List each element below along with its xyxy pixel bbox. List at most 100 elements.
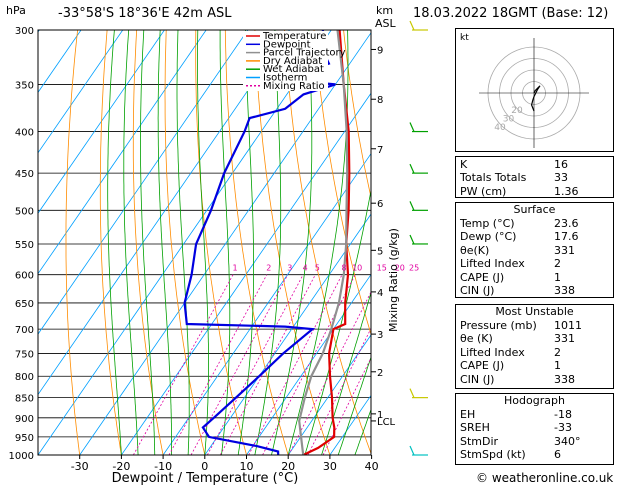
x-tick-label: 40: [365, 460, 379, 473]
x-axis-label: Dewpoint / Temperature (°C): [112, 471, 299, 486]
legend-label: Dry Adiabat: [263, 56, 322, 67]
mixing-ratio-line: [207, 274, 304, 455]
surface-row: CAPE (J) 1: [456, 271, 613, 284]
surface-value: 2: [554, 257, 561, 271]
hpa-label: hPa: [6, 4, 26, 17]
index-label: K: [460, 158, 468, 171]
km-tick-label: 6: [377, 199, 383, 210]
most-unstable-row: Pressure (mb) 1011: [456, 319, 613, 332]
wind-barb: [409, 234, 415, 245]
most-unstable-label: Pressure (mb): [460, 319, 537, 332]
dry-adiabat-line: [313, 30, 371, 336]
surface-label: CIN (J): [460, 283, 495, 297]
mixing-ratio-label: 4: [303, 264, 308, 273]
hodograph-stat-row: StmDir 340°: [456, 435, 613, 448]
surface-label: θe(K): [460, 243, 490, 257]
isotherm-line: [38, 30, 165, 214]
pressure-tick-label: 700: [15, 325, 34, 336]
index-row: Totals Totals 33: [456, 171, 613, 184]
most-unstable-value: 1: [554, 359, 561, 373]
pressure-tick-label: 1000: [9, 451, 34, 462]
wind-barb: [409, 388, 415, 398]
mixing-ratio-label: 20: [395, 264, 405, 273]
dry-adiabat-line: [224, 30, 289, 455]
mixing-ratio-line: [248, 274, 343, 455]
wet-adiabat-line: [140, 30, 156, 455]
wet-adiabat-line: [337, 356, 371, 455]
most-unstable-label: Lifted Index: [460, 345, 525, 359]
surface-title: Surface: [513, 203, 556, 216]
wet-adiabat-line: [107, 30, 122, 455]
mixing-ratio-label: 8: [341, 264, 346, 273]
pressure-tick-label: 450: [15, 169, 34, 180]
surface-row: Temp (°C) 23.6: [456, 217, 613, 230]
most-unstable-row: CAPE (J) 1: [456, 359, 613, 372]
dry-adiabat-line: [99, 30, 122, 455]
km-tick-label: LCL: [377, 417, 396, 428]
km-tick-label: 2: [377, 368, 383, 379]
hodograph-stat-label: EH: [460, 408, 476, 421]
most-unstable-value: 2: [554, 345, 561, 359]
index-value: 16: [554, 158, 568, 171]
dry-adiabat-line: [284, 30, 371, 455]
hodograph-unit: kt: [460, 33, 469, 43]
hodograph-stat-label: StmSpd (kt): [460, 448, 526, 462]
hodograph-stat-value: -18: [554, 408, 572, 421]
dry-adiabat-line: [132, 30, 164, 455]
pressure-tick-label: 550: [15, 240, 34, 251]
surface-label: Dewp (°C): [460, 230, 517, 244]
surface-value: 338: [554, 283, 575, 297]
dry-adiabat-line: [195, 30, 247, 455]
wet-adiabat-line: [271, 30, 313, 455]
isotherm-line: [287, 334, 371, 455]
pressure-tick-label: 850: [15, 394, 34, 405]
wet-adiabat-line: [123, 30, 139, 455]
surface-row: CIN (J) 338: [456, 284, 613, 297]
pressure-tick-label: 300: [15, 26, 34, 37]
hodograph-ring-label: 20: [511, 106, 523, 116]
most-unstable-row: Lifted Index 2: [456, 346, 613, 359]
pressure-tick-label: 400: [15, 128, 34, 139]
hodograph-stat-row: EH -18: [456, 408, 613, 421]
mixing-ratio-line: [288, 291, 371, 455]
wet-adiabat-line: [197, 30, 209, 455]
hodograph-table: Hodograph EH -18 SREH -33 StmDir 340° StmSpd (…: [455, 393, 614, 465]
most-unstable-value: 338: [554, 372, 575, 386]
most-unstable-box: Most Unstable Pressure (mb) 1011 θe (K) 331…: [455, 304, 614, 389]
km-tick-label: 7: [377, 145, 383, 156]
isotherm-line: [79, 32, 371, 455]
hodograph-stat-row: SREH -33: [456, 421, 613, 434]
surface-row: Lifted Index 2: [456, 257, 613, 270]
index-value: 33: [554, 171, 568, 185]
x-tick-label: 20: [281, 460, 295, 473]
wet-adiabat-line: [354, 408, 371, 455]
legend-label: Parcel Trajectory: [263, 48, 346, 59]
wind-barb: [409, 445, 415, 456]
pressure-tick-label: 950: [15, 433, 34, 444]
km-tick-label: 4: [377, 288, 383, 299]
x-tick-label: -10: [154, 460, 172, 473]
wet-adiabat-line: [287, 30, 349, 455]
wind-barb: [409, 122, 415, 132]
most-unstable-row: CIN (J) 338: [456, 373, 613, 386]
index-row: PW (cm) 1.36: [456, 185, 613, 198]
dry-adiabat-line: [65, 30, 81, 455]
pressure-tick-label: 800: [15, 372, 34, 383]
wet-adiabat-line: [321, 291, 371, 455]
surface-value: 17.6: [554, 230, 579, 244]
most-unstable-title: Most Unstable: [495, 305, 574, 318]
hodograph-table-title: Hodograph: [504, 394, 565, 407]
mixing-ratio-label: 2: [266, 264, 271, 273]
index-label: PW (cm): [460, 184, 507, 198]
most-unstable-row: θe (K) 331: [456, 332, 613, 345]
hodograph-trace: [530, 85, 541, 112]
isotherm-line: [162, 152, 371, 455]
surface-value: 331: [554, 243, 575, 257]
x-tick-label: 0: [201, 460, 208, 473]
wind-barb: [409, 201, 415, 211]
isotherm-line: [38, 30, 290, 396]
series-temperature: [302, 30, 351, 455]
mixing-ratio-label: 10: [352, 264, 362, 273]
